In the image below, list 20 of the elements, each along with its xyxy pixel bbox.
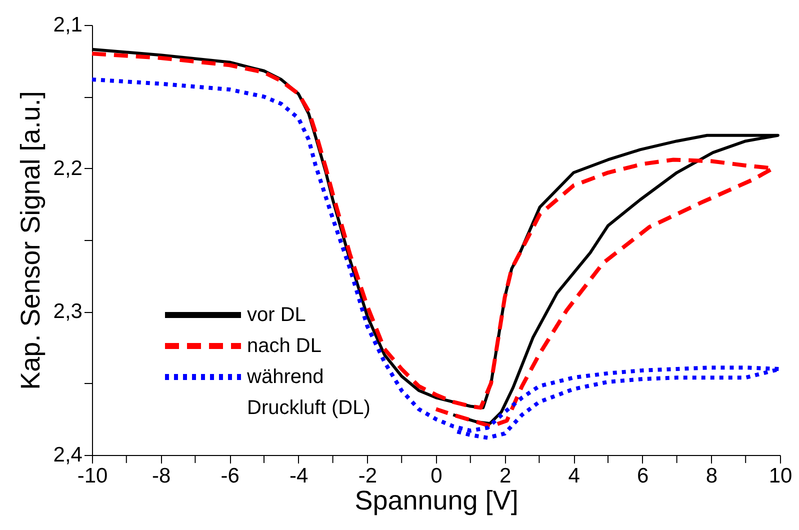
- x-axis-title: Spannung [V]: [354, 486, 518, 516]
- x-tick-label: 10: [768, 464, 792, 488]
- x-tick-label: -4: [290, 464, 309, 488]
- legend-label: vor DL: [247, 304, 306, 326]
- x-tick-label: -8: [152, 464, 171, 488]
- x-tick-label: 2: [499, 464, 512, 488]
- x-tick-label: -6: [220, 464, 240, 488]
- x-tick-label: -10: [77, 464, 108, 488]
- y-axis-title: Kap. Sensor Signal [a.u.]: [15, 91, 46, 390]
- legend-label: während Druckluft (DL): [246, 366, 370, 419]
- y-tick-label: 2,4: [53, 444, 83, 466]
- legend-label: nach DL: [247, 335, 322, 357]
- x-tick-label: 8: [706, 464, 718, 488]
- y-tick-label: 2,3: [53, 300, 82, 324]
- y-tick-label: 2,1: [53, 14, 82, 36]
- x-tick-label: 0: [430, 464, 442, 488]
- x-tick-label: -2: [358, 464, 378, 488]
- y-tick-label: 2,2: [53, 156, 82, 180]
- x-tick-label: 4: [568, 464, 580, 488]
- x-tick-label: 6: [637, 464, 649, 488]
